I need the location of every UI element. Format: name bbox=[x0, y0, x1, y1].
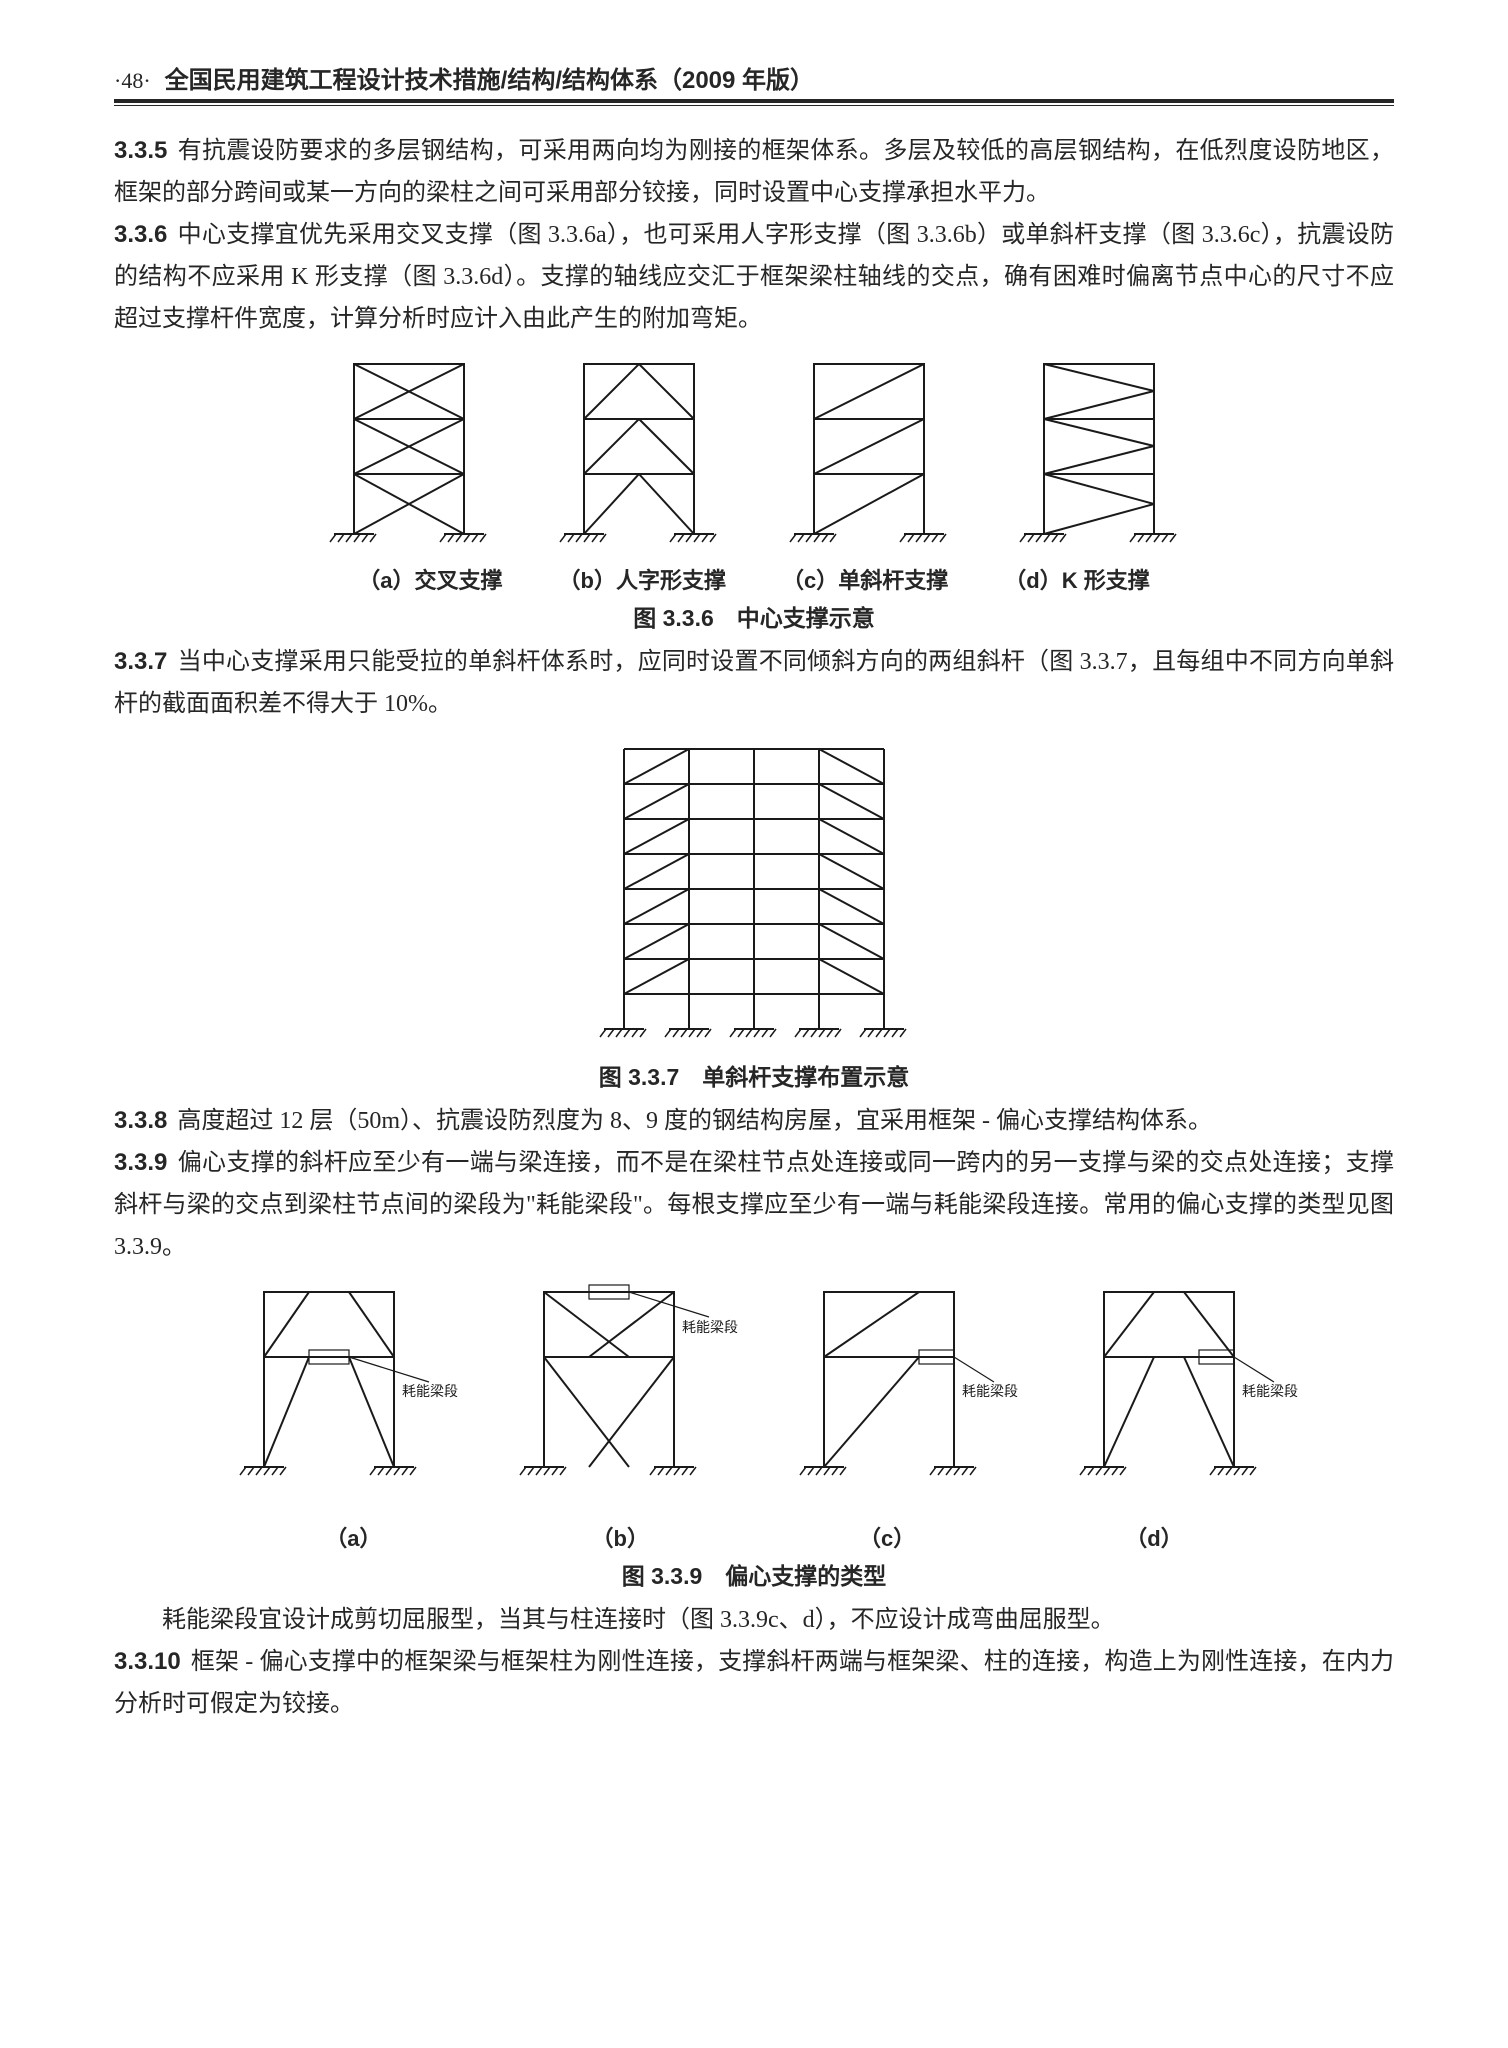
figure-3-3-9-svg: 耗能梁段 耗能梁段 bbox=[204, 1282, 1304, 1512]
figure-3-3-7: 图 3.3.7 单斜杆支撑布置示意 bbox=[114, 739, 1394, 1092]
section-3-3-5: 3.3.5有抗震设防要求的多层钢结构，可采用两向均为刚接的框架体系。多层及较低的… bbox=[114, 130, 1394, 214]
secnum: 3.3.8 bbox=[114, 1107, 167, 1134]
figure-3-3-9-labels: （a） （b） （c） （d） bbox=[114, 1521, 1394, 1553]
link-label-b: 耗能梁段 bbox=[682, 1319, 738, 1335]
figure-3-3-9: 耗能梁段 耗能梁段 bbox=[114, 1282, 1394, 1591]
sectext: 中心支撑宜优先采用交叉支撑（图 3.3.6a），也可采用人字形支撑（图 3.3.… bbox=[114, 222, 1394, 332]
link-label-a: 耗能梁段 bbox=[402, 1383, 458, 1399]
section-3-3-10: 3.3.10框架 - 偏心支撑中的框架梁与框架柱为刚性连接，支撑斜杆两端与框架梁… bbox=[114, 1641, 1394, 1725]
link-label-d: 耗能梁段 bbox=[1242, 1383, 1298, 1399]
section-3-3-9-note: 耗能梁段宜设计成剪切屈服型，当其与柱连接时（图 3.3.9c、d），不应设计成弯… bbox=[114, 1599, 1394, 1641]
secnum: 3.3.7 bbox=[114, 648, 167, 675]
figure-3-3-9-title: 图 3.3.9 偏心支撑的类型 bbox=[114, 1557, 1394, 1591]
fig336-b: （b）人字形支撑 bbox=[559, 563, 726, 595]
fig336-a: （a）交叉支撑 bbox=[358, 563, 502, 595]
figure-3-3-6-svg bbox=[274, 354, 1234, 554]
sectext: 框架 - 偏心支撑中的框架梁与框架柱为刚性连接，支撑斜杆两端与框架梁、柱的连接，… bbox=[114, 1649, 1394, 1717]
section-3-3-6: 3.3.6中心支撑宜优先采用交叉支撑（图 3.3.6a），也可采用人字形支撑（图… bbox=[114, 214, 1394, 340]
secnum: 3.3.9 bbox=[114, 1149, 167, 1176]
fig339-c: （c） bbox=[859, 1521, 915, 1553]
figure-3-3-6-title: 图 3.3.6 中心支撑示意 bbox=[114, 599, 1394, 633]
header-rule bbox=[114, 105, 1394, 106]
fig339-a: （a） bbox=[325, 1521, 381, 1553]
fig339-d: （d） bbox=[1125, 1521, 1182, 1553]
page-number: ·48· bbox=[114, 68, 151, 94]
figure-3-3-7-title: 图 3.3.7 单斜杆支撑布置示意 bbox=[114, 1058, 1394, 1092]
fig336-c: （c）单斜杆支撑 bbox=[782, 563, 948, 595]
section-3-3-9: 3.3.9偏心支撑的斜杆应至少有一端与梁连接，而不是在梁柱节点处连接或同一跨内的… bbox=[114, 1142, 1394, 1268]
figure-3-3-7-svg bbox=[594, 739, 914, 1049]
sectext: 高度超过 12 层（50m）、抗震设防烈度为 8、9 度的钢结构房屋，宜采用框架… bbox=[177, 1108, 1212, 1134]
section-3-3-7: 3.3.7当中心支撑采用只能受拉的单斜杆体系时，应同时设置不同倾斜方向的两组斜杆… bbox=[114, 641, 1394, 725]
sectext: 偏心支撑的斜杆应至少有一端与梁连接，而不是在梁柱节点处连接或同一跨内的另一支撑与… bbox=[114, 1150, 1394, 1260]
secnum: 3.3.10 bbox=[114, 1648, 181, 1675]
page: ·48· 全国民用建筑工程设计技术措施/结构/结构体系（2009 年版） 3.3… bbox=[114, 60, 1394, 1725]
link-label-c: 耗能梁段 bbox=[962, 1383, 1018, 1399]
fig336-d: （d）K 形支撑 bbox=[1004, 563, 1149, 595]
fig339-b: （b） bbox=[592, 1521, 649, 1553]
sectext: 当中心支撑采用只能受拉的单斜杆体系时，应同时设置不同倾斜方向的两组斜杆（图 3.… bbox=[114, 649, 1394, 717]
book-title: 全国民用建筑工程设计技术措施/结构/结构体系（2009 年版） bbox=[165, 60, 814, 95]
figure-3-3-6: （a）交叉支撑 （b）人字形支撑 （c）单斜杆支撑 （d）K 形支撑 图 3.3… bbox=[114, 354, 1394, 633]
secnum: 3.3.6 bbox=[114, 221, 167, 248]
figure-3-3-6-labels: （a）交叉支撑 （b）人字形支撑 （c）单斜杆支撑 （d）K 形支撑 bbox=[114, 563, 1394, 595]
page-header: ·48· 全国民用建筑工程设计技术措施/结构/结构体系（2009 年版） bbox=[114, 60, 1394, 103]
secnum: 3.3.5 bbox=[114, 137, 167, 164]
section-3-3-8: 3.3.8 高度超过 12 层（50m）、抗震设防烈度为 8、9 度的钢结构房屋，… bbox=[114, 1100, 1394, 1142]
sectext: 有抗震设防要求的多层钢结构，可采用两向均为刚接的框架体系。多层及较低的高层钢结构… bbox=[114, 138, 1394, 206]
